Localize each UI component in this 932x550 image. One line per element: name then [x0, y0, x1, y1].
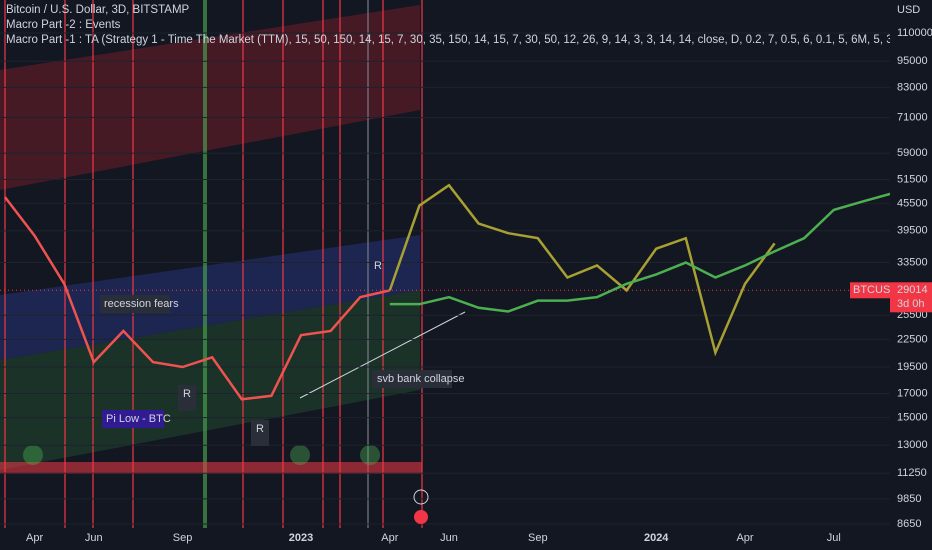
y-tick-label: 22500 [897, 333, 928, 345]
event-lines [4, 0, 423, 528]
subtitle: Macro Part -1 : TA (Strategy 1 - Time Th… [6, 34, 932, 46]
red-channel [0, 5, 420, 190]
y-tick-label: 11250 [897, 467, 927, 479]
annotation-box [100, 295, 170, 313]
x-tick-label: 2024 [644, 532, 669, 544]
signal [360, 445, 380, 465]
price-tag [890, 282, 932, 313]
y-tick-label: 13000 [897, 439, 928, 451]
x-tick-label: 2023 [289, 532, 313, 544]
trend-line [299, 311, 466, 399]
countdown: 3d 0h [897, 298, 925, 310]
blue-channel [0, 235, 420, 360]
signal [23, 445, 43, 465]
event-strip [0, 462, 422, 474]
icon[interactable] [414, 510, 428, 524]
y-tick-label: 45500 [897, 197, 928, 209]
last-price: 29014 [897, 284, 928, 296]
x-tick-label: Jun [440, 532, 458, 544]
y-tick-label: 71000 [897, 111, 928, 123]
x-tick-label: Sep [528, 532, 548, 544]
y-tick-label: 51500 [897, 173, 928, 185]
icon[interactable] [413, 489, 429, 505]
x-tick-label: Sep [173, 532, 193, 544]
y-tick-label: 39500 [897, 225, 928, 237]
price-tag [850, 282, 890, 299]
series-line [388, 183, 776, 357]
x-tick-label: Apr [381, 532, 398, 544]
symbol-tag: BTCUSD [853, 284, 898, 296]
x-tick-label: Jun [85, 532, 103, 544]
annotation: svb bank collapse [377, 373, 464, 385]
y-tick-label: 33500 [897, 256, 928, 268]
annotation: R [256, 423, 264, 435]
y-tick-label: 8650 [897, 518, 921, 530]
y-tick-label: 95000 [897, 55, 928, 67]
y-tick-label: 9850 [897, 493, 921, 505]
annotation-box [102, 410, 164, 428]
price-axis [890, 0, 932, 550]
signal [290, 445, 310, 465]
y-tick-label: 59000 [897, 147, 928, 159]
currency: USD [897, 4, 920, 16]
y-tick-label: 15000 [897, 412, 928, 424]
x-tick-label: Apr [736, 532, 753, 544]
y-tick-label: 110000 [897, 27, 932, 39]
chart-title: Bitcoin / U.S. Dollar, 3D, BITSTAMP [6, 4, 190, 16]
annotation: recession fears [104, 298, 179, 310]
x-tick-label: Apr [26, 532, 43, 544]
annotation-box [372, 370, 452, 388]
series-line [4, 196, 391, 401]
subtitle: Macro Part -2 : Events [6, 19, 121, 31]
y-tick-label: 83000 [897, 81, 928, 93]
annotation-box [251, 420, 269, 446]
annotation: Pi Low - BTC [106, 413, 171, 425]
annotations: recession fears svb bank collapse Pi Low… [100, 260, 464, 446]
x-tick-label: Jul [827, 532, 841, 544]
annotation: R [374, 260, 382, 272]
annotation-box [178, 385, 196, 411]
annotation: R [183, 388, 191, 400]
y-tick-label: 19500 [897, 361, 928, 373]
y-tick-label: 17000 [897, 387, 928, 399]
series-line [389, 192, 890, 313]
